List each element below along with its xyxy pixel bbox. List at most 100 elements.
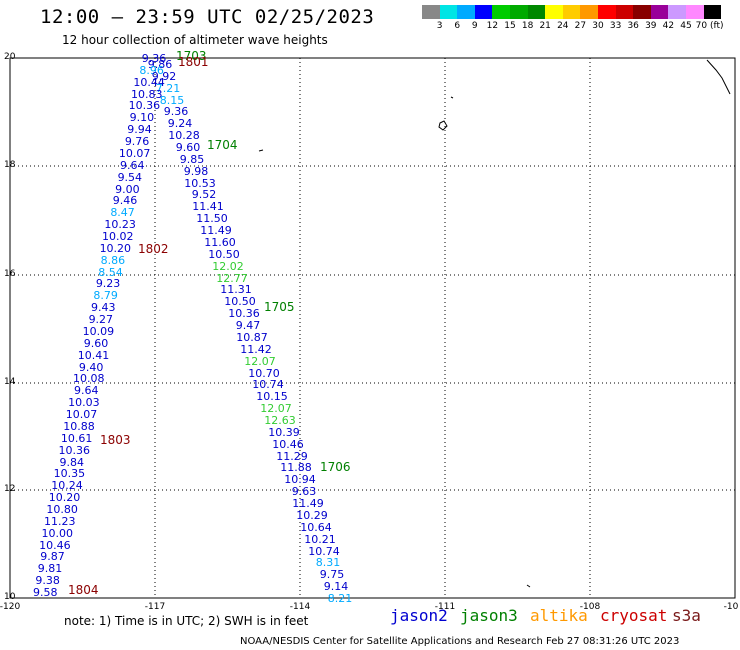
color-scale-cell [422,5,440,19]
latitude-label: 20 [4,52,16,62]
wave-height-value: 11.60 [204,235,236,249]
wave-height-value: 10.83 [130,87,163,101]
wave-height-value: 10.02 [101,230,134,244]
wave-height-value: 8.15 [159,93,185,107]
color-scale-cell [580,5,598,19]
pass-number-label: 1804 [68,583,99,597]
wave-height-value: 9.85 [179,152,205,166]
wave-height-value: 11.42 [240,342,272,356]
color-scale-cell [650,5,669,19]
longitude-label: -120 [0,602,21,612]
wave-height-value: 8.79 [93,289,118,303]
pass-number-label: 1703 [176,49,207,63]
color-scale-label: 70 (ft) [695,21,724,31]
wave-height-value: 9.10 [129,111,155,125]
legend-altika: altika [530,606,588,625]
map-border [9,57,736,599]
wave-height-value: 10.44 [133,75,165,89]
wave-height-value: 9.24 [167,117,193,131]
wave-height-value: 10.39 [268,425,300,439]
color-scale-label: 30 [592,21,604,31]
color-scale-label: 36 [627,21,639,31]
color-scale-label: 9 [471,21,478,31]
wave-height-value: 9.87 [40,550,65,564]
color-scale-cell [439,5,458,19]
wave-height-value: 10.20 [99,241,132,255]
wave-height-value: 9.40 [78,360,104,374]
wave-height-value: 7.21 [155,81,181,95]
wave-height-value: 10.24 [51,479,83,493]
color-scale-cell [474,5,493,19]
wave-height-value: 11.29 [276,449,308,463]
color-scale-label: 27 [574,21,587,31]
wave-height-value: 8.31 [315,556,341,570]
page-title: 12:00 – 23:59 UTC 02/25/2023 [40,6,375,28]
wave-height-value: 10.21 [304,532,336,546]
page-subtitle: 12 hour collection of altimeter wave hei… [62,33,328,47]
wave-height-value: 10.53 [184,176,216,190]
island-4 [526,584,531,588]
wave-height-value: 8.47 [110,206,135,220]
color-scale-label: 39 [645,21,657,31]
wave-height-value: 9.00 [115,182,140,196]
wave-height-value: 10.70 [248,366,280,380]
color-scale-cell [633,5,651,19]
wave-height-value: 10.35 [53,467,86,481]
color-scale-cell [703,5,722,19]
wave-height-value: 11.31 [220,283,252,297]
wave-height-value: 11.50 [196,212,228,226]
island-3 [258,149,264,152]
color-scale-label: 18 [521,21,534,31]
wave-height-value: 9.54 [117,170,143,184]
wave-height-value: 9.76 [124,135,150,149]
wave-height-value: 9.84 [59,455,85,469]
wave-height-value: 9.52 [191,188,217,202]
wave-height-value: 11.41 [192,200,224,214]
pass-number-label: 1802 [138,242,169,256]
wave-height-value: 10.36 [128,99,161,113]
color-scale-cell [509,5,528,19]
color-scale-label: 45 [680,21,692,31]
wave-height-value: 9.46 [112,194,138,208]
wave-height-value: 9.63 [291,485,317,499]
color-scale-labels: 3 6 9 12 15 18 21 24 27 30 33 36 39 42 45 70 (ft) [422,21,740,35]
latitude-label: 10 [4,592,16,602]
color-scale-label: 15 [504,21,516,31]
legend-cryosat: cryosat [600,606,668,625]
wave-height-value: 8.21 [327,592,353,605]
wave-height-value: 8.54 [98,265,123,279]
longitude-label: -10 [723,602,739,612]
wave-height-value: 10.50 [208,247,240,261]
legend-s3a: s3a [672,606,701,625]
wave-height-value: 12.07 [260,402,292,416]
wave-height-value: 10.36 [228,307,260,321]
wave-height-value: 11.49 [292,497,324,511]
wave-height-value: 11.88 [280,461,312,475]
wave-height-value: 10.20 [48,491,81,505]
grid-lines [10,58,735,598]
wave-height-value: 10.46 [272,437,304,451]
wave-height-value: 10.74 [252,378,284,392]
color-scale-label: 21 [539,21,551,31]
wave-height-value: 10.00 [41,526,74,540]
wave-height-value: 12.02 [212,259,244,273]
color-scale-cell [492,5,510,19]
wave-height-value: 12.77 [216,271,248,285]
latitude-label: 18 [4,160,16,170]
color-scale-label: 42 [662,21,675,31]
color-scale-bar [422,5,722,19]
wave-height-value: 11.23 [43,514,76,528]
wave-height-value: 10.08 [72,372,105,386]
wave-height-value: 9.64 [119,158,145,172]
wave-height-value: 9.60 [83,336,109,350]
color-scale-cell [615,5,634,19]
footnote: note: 1) Time is in UTC; 2) SWH is in fe… [64,614,309,628]
wave-height-value: 12.07 [244,354,276,368]
latitude-label: 12 [4,484,16,494]
longitude-label: -108 [579,602,601,612]
wave-height-value: 10.61 [60,431,93,445]
wave-height-value: 10.07 [118,146,151,160]
wave-height-value: 9.27 [88,313,114,327]
wave-height-value: 10.36 [58,443,90,457]
